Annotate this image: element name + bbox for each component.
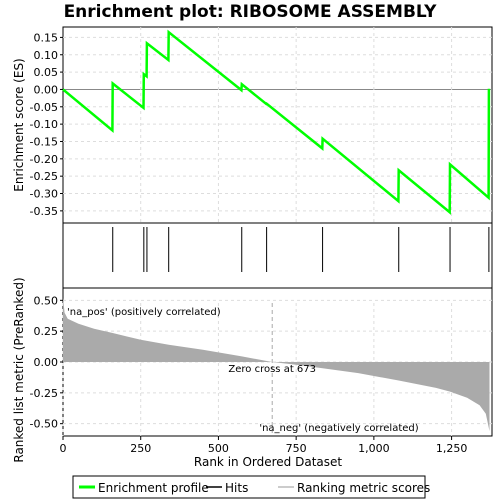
legend-metric-label: Ranking metric scores xyxy=(297,481,430,495)
chart-title: Enrichment plot: RIBOSOME ASSEMBLY xyxy=(64,2,438,22)
es-plot-area xyxy=(62,26,493,224)
metric-x-axis-label: Rank in Ordered Dataset xyxy=(194,455,342,469)
metric-x-tick-label: 1,250 xyxy=(436,442,468,455)
hit-markers xyxy=(112,227,490,272)
es-y-tick-label: -0.20 xyxy=(30,153,58,166)
metric-x-tick-label: 750 xyxy=(286,442,307,455)
es-y-tick-label: -0.25 xyxy=(30,170,58,183)
es-y-tick-label: 0.15 xyxy=(34,31,59,44)
hits-plot-area xyxy=(62,222,493,289)
metric-x-tick-label: 1,000 xyxy=(358,442,390,455)
es-y-ticks: 0.15 0.10 0.05 0.00 -0.05 -0.10 -0.15 -0.20 -0.2… xyxy=(30,31,63,218)
metric-x-tick-label: 0 xyxy=(60,442,67,455)
neg-correlated-label: 'na_neg' (negatively correlated) xyxy=(259,423,418,434)
pos-correlated-label: 'na_pos' (positively correlated) xyxy=(67,307,221,318)
es-y-tick-label: 0.10 xyxy=(34,49,59,62)
es-y-tick-label: -0.05 xyxy=(30,101,58,114)
metric-y-tick-label: -0.50 xyxy=(30,418,58,431)
es-y-tick-label: -0.15 xyxy=(30,135,58,148)
metric-x-tick-label: 250 xyxy=(130,442,151,455)
es-y-tick-label: -0.30 xyxy=(30,188,58,201)
es-y-tick-label: 0.05 xyxy=(34,66,59,79)
metric-y-tick-label: 0.00 xyxy=(34,356,59,369)
es-line xyxy=(62,29,491,215)
metric-y-tick-label: 0.25 xyxy=(34,325,59,338)
zero-cross-label: Zero cross at 673 xyxy=(228,364,316,375)
es-y-tick-label: -0.35 xyxy=(30,205,58,218)
es-y-tick-label: 0.00 xyxy=(34,83,59,96)
legend-hits-label: Hits xyxy=(225,481,248,495)
metric-y-tick-label: 0.50 xyxy=(34,294,59,307)
metric-y-axis-label: Ranked list metric (PreRanked) xyxy=(12,277,26,462)
es-grid xyxy=(63,27,492,223)
legend-es-label: Enrichment profile xyxy=(98,481,209,495)
es-y-tick-label: -0.10 xyxy=(30,118,58,131)
metric-x-tick-label: 500 xyxy=(208,442,229,455)
legend: Enrichment profile Hits Ranking metric s… xyxy=(72,475,430,499)
es-y-axis-label: Enrichment score (ES) xyxy=(12,58,26,191)
metric-y-ticks: 0.50 0.25 0.00 -0.25 -0.50 xyxy=(30,294,63,431)
metric-panel: 0.50 0.25 0.00 -0.25 -0.50 0 250 500 750 1,000 1,… xyxy=(12,277,493,469)
es-panel: 0.15 0.10 0.05 0.00 -0.05 -0.10 -0.15 -0.20 -0.2… xyxy=(12,26,493,224)
legend-box xyxy=(72,475,426,499)
metric-area xyxy=(63,297,490,432)
metric-x-ticks: 0 250 500 750 1,000 1,250 xyxy=(60,436,468,455)
metric-y-tick-label: -0.25 xyxy=(30,387,58,400)
